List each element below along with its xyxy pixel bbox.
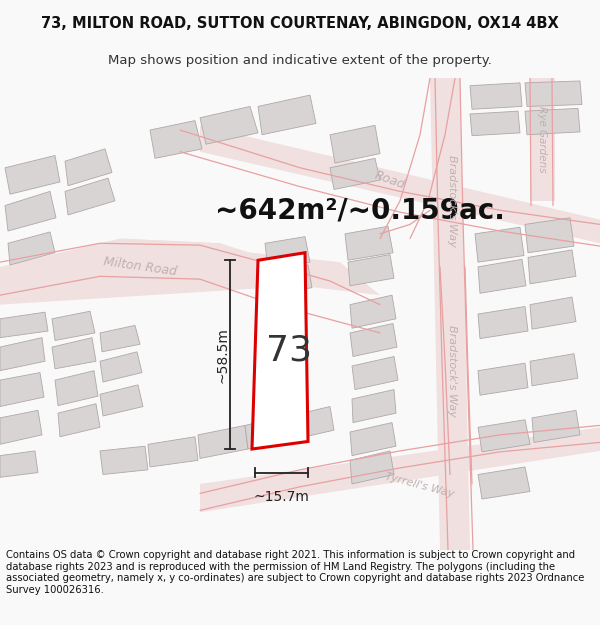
Polygon shape [200, 125, 600, 243]
Polygon shape [352, 356, 398, 389]
Polygon shape [200, 428, 600, 512]
Polygon shape [525, 217, 574, 252]
Text: Road: Road [373, 169, 407, 192]
Polygon shape [348, 254, 394, 286]
Polygon shape [55, 371, 98, 406]
Polygon shape [5, 191, 56, 231]
Polygon shape [52, 338, 96, 369]
Polygon shape [352, 389, 396, 422]
Polygon shape [0, 312, 48, 338]
Polygon shape [0, 451, 38, 478]
Text: Bradstock's Way: Bradstock's Way [447, 325, 457, 417]
Polygon shape [532, 411, 580, 442]
Polygon shape [430, 78, 470, 550]
Polygon shape [245, 416, 288, 449]
Text: Bradstock's Way: Bradstock's Way [447, 155, 457, 247]
Polygon shape [470, 83, 522, 109]
Polygon shape [52, 311, 95, 341]
Polygon shape [0, 338, 45, 371]
Polygon shape [530, 354, 578, 386]
Polygon shape [200, 106, 258, 144]
Polygon shape [478, 467, 530, 499]
Polygon shape [0, 411, 42, 444]
Polygon shape [345, 226, 393, 260]
Polygon shape [350, 422, 396, 456]
Polygon shape [530, 78, 555, 201]
Polygon shape [525, 81, 582, 106]
Polygon shape [65, 178, 115, 215]
Polygon shape [330, 158, 380, 189]
Polygon shape [252, 253, 308, 449]
Polygon shape [290, 406, 334, 439]
Text: ~642m²/~0.159ac.: ~642m²/~0.159ac. [215, 196, 505, 224]
Polygon shape [478, 363, 528, 395]
Polygon shape [478, 306, 528, 339]
Polygon shape [198, 426, 248, 459]
Polygon shape [100, 446, 148, 474]
Text: Tyrrell's Way: Tyrrell's Way [385, 472, 455, 500]
Text: Contains OS data © Crown copyright and database right 2021. This information is : Contains OS data © Crown copyright and d… [6, 550, 584, 595]
Polygon shape [58, 404, 100, 437]
Text: Map shows position and indicative extent of the property.: Map shows position and indicative extent… [108, 54, 492, 68]
Polygon shape [265, 237, 310, 269]
Polygon shape [330, 125, 380, 163]
Polygon shape [150, 121, 202, 158]
Text: ~58.5m: ~58.5m [215, 327, 229, 382]
Polygon shape [525, 108, 580, 135]
Polygon shape [268, 265, 312, 295]
Polygon shape [65, 149, 112, 186]
Polygon shape [478, 420, 530, 452]
Polygon shape [350, 295, 396, 328]
Polygon shape [100, 385, 143, 416]
Polygon shape [120, 239, 380, 295]
Polygon shape [528, 250, 576, 284]
Polygon shape [5, 156, 60, 194]
Text: ~15.7m: ~15.7m [254, 489, 310, 504]
Polygon shape [530, 297, 576, 329]
Text: Milton Road: Milton Road [103, 255, 178, 279]
Polygon shape [475, 228, 524, 262]
Text: 73: 73 [266, 334, 312, 368]
Polygon shape [8, 232, 55, 265]
Text: 73, MILTON ROAD, SUTTON COURTENAY, ABINGDON, OX14 4BX: 73, MILTON ROAD, SUTTON COURTENAY, ABING… [41, 16, 559, 31]
Polygon shape [0, 239, 300, 304]
Polygon shape [100, 352, 142, 382]
Polygon shape [258, 95, 316, 135]
Text: Rye Gardens: Rye Gardens [537, 106, 547, 172]
Polygon shape [100, 326, 140, 352]
Polygon shape [350, 324, 397, 356]
Polygon shape [470, 111, 520, 136]
Polygon shape [350, 451, 394, 484]
Polygon shape [0, 372, 44, 406]
Polygon shape [148, 437, 198, 467]
Polygon shape [478, 259, 526, 293]
